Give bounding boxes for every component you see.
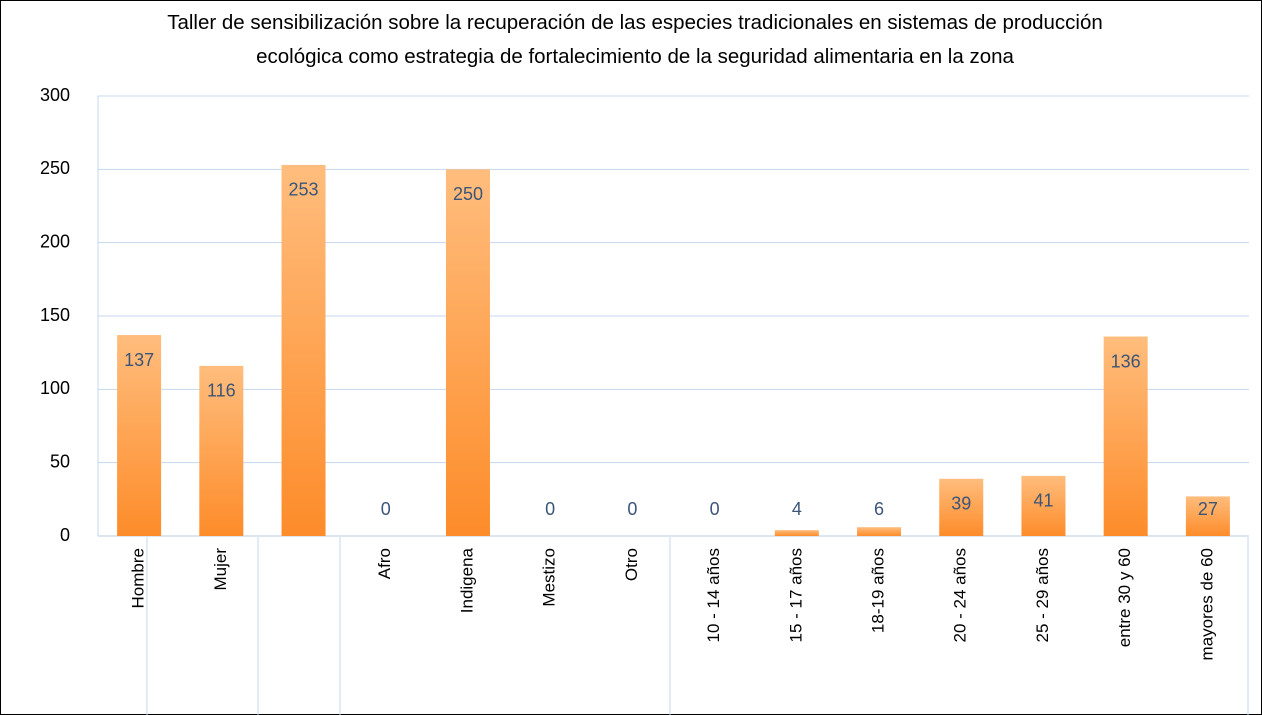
data-label: 6 xyxy=(874,499,884,519)
bar xyxy=(117,335,162,536)
x-tick-label: Mujer xyxy=(211,548,230,591)
bar xyxy=(939,478,984,536)
chart-title: Taller de sensibilización sobre la recup… xyxy=(167,11,1103,68)
x-tick-label: 25 - 29 años xyxy=(1033,548,1052,643)
x-tick-label: entre 30 y 60 xyxy=(1115,548,1134,647)
data-label: 41 xyxy=(1033,491,1053,511)
y-tick-label: 300 xyxy=(40,85,70,105)
y-tick-label: 150 xyxy=(40,305,70,325)
y-tick-label: 200 xyxy=(40,231,70,251)
x-tick-label: 18-19 años xyxy=(869,548,888,633)
data-label: 4 xyxy=(792,499,802,519)
data-label: 0 xyxy=(710,499,720,519)
data-label: 137 xyxy=(124,350,154,370)
bar xyxy=(857,527,902,536)
bar xyxy=(774,530,819,536)
x-tick-label: 20 - 24 años xyxy=(951,548,970,643)
bar xyxy=(1185,496,1230,536)
bar xyxy=(445,169,490,537)
data-label: 0 xyxy=(545,499,555,519)
data-label: 136 xyxy=(1111,351,1141,371)
x-tick-label: 10 - 14 años xyxy=(704,548,723,643)
x-tick-label: Mestizo xyxy=(540,548,559,607)
x-tick-label: mayores de 60 xyxy=(1197,548,1216,660)
data-label: 27 xyxy=(1198,499,1218,519)
x-tick-label: Hombre xyxy=(129,548,148,608)
x-tick-label: Afro xyxy=(375,548,394,579)
x-tick-label: 15 - 17 años xyxy=(786,548,805,643)
data-label: 250 xyxy=(453,184,483,204)
y-tick-label: 250 xyxy=(40,158,70,178)
data-label: 0 xyxy=(627,499,637,519)
data-label: 0 xyxy=(381,499,391,519)
y-tick-label: 0 xyxy=(60,525,70,545)
y-tick-label: 100 xyxy=(40,378,70,398)
category-dividers xyxy=(146,537,1249,715)
x-tick-label: Indigena xyxy=(457,547,476,613)
bar xyxy=(1021,475,1066,536)
data-label: 116 xyxy=(207,381,236,401)
bar xyxy=(199,365,244,536)
bar xyxy=(1103,336,1148,536)
x-tick-label: Otro xyxy=(622,548,641,581)
y-tick-label: 50 xyxy=(50,451,70,471)
bar xyxy=(281,164,326,536)
data-label: 39 xyxy=(951,494,971,514)
data-label: 253 xyxy=(289,180,319,200)
